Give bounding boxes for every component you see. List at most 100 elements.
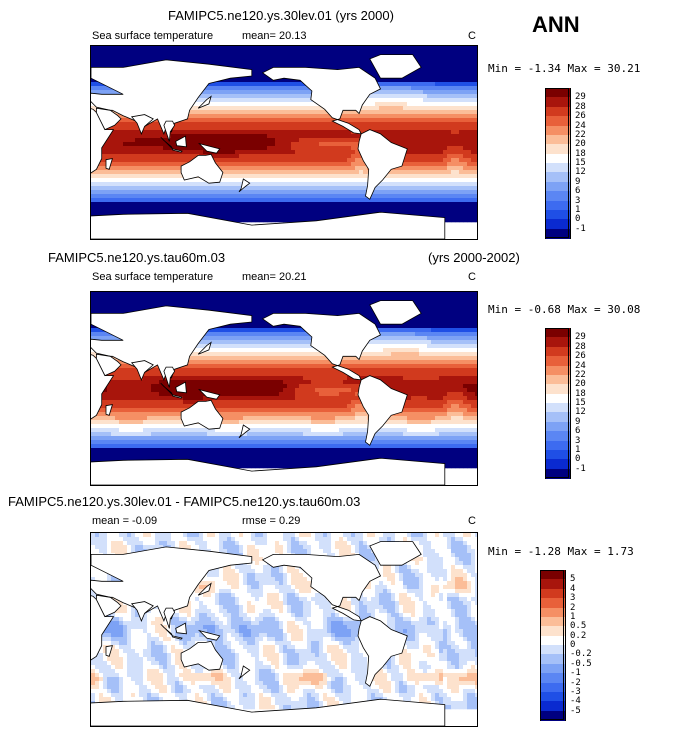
field-cell [199,206,204,211]
field-cell [243,106,248,111]
field-cell [239,214,244,219]
field-cell [459,54,464,59]
field-cell [143,194,148,199]
field-cell [231,58,236,63]
field-cell [239,78,244,83]
field-cell [239,174,244,179]
field-cell [215,130,220,135]
field-cell [283,174,288,179]
field-cell [255,58,260,63]
field-cell [207,186,212,191]
field-cell [279,118,284,123]
field-cell [311,214,316,219]
field-cell [179,162,184,167]
field-cell [279,186,284,191]
field-cell [223,174,228,179]
field-cell [303,146,308,151]
field-cell [159,304,164,309]
field-cell [235,214,240,219]
field-cell [103,90,108,95]
field-cell [123,122,128,127]
field-cell [311,170,316,175]
field-cell [211,154,216,159]
field-cell [239,198,244,203]
field-cell [191,186,196,191]
field-cell [235,292,240,297]
field-cell [295,46,300,51]
field-cell [231,130,236,135]
field-cell [431,66,436,71]
field-cell [219,90,224,95]
field-cell [447,190,452,195]
field-cell [335,66,340,71]
field-cell [203,206,208,211]
field-cell [259,126,264,131]
field-cell [467,304,472,309]
field-cell [407,194,412,199]
field-cell [243,62,248,67]
field-cell [347,194,352,199]
field-cell [439,210,444,215]
field-cell [327,182,332,187]
field-cell [443,98,448,103]
field-cell [443,50,448,55]
field-cell [447,300,452,305]
field-cell [375,296,380,301]
field-cell [351,186,356,191]
field-cell [195,98,200,103]
field-cell [151,186,156,191]
field-cell [215,110,220,115]
field-cell [471,146,476,151]
field-cell [175,54,180,59]
field-cell [163,300,168,305]
field-cell [439,308,444,313]
field-cell [371,70,376,75]
field-cell [163,138,168,143]
field-cell [423,304,428,309]
field-cell [299,154,304,159]
field-cell [127,174,132,179]
field-cell [339,308,344,313]
field-cell [187,146,192,151]
field-cell [123,62,128,67]
field-cell [283,110,288,115]
field-cell [323,134,328,139]
field-cell [171,296,176,301]
field-cell [331,296,336,301]
field-cell [343,194,348,199]
field-cell [243,146,248,151]
field-cell [223,178,228,183]
field-cell [415,114,420,119]
field-cell [411,142,416,147]
field-cell [119,138,124,143]
field-cell [443,86,448,91]
field-cell [291,50,296,55]
field-cell [339,162,344,167]
field-cell [419,50,424,55]
field-cell [147,150,152,155]
field-cell [171,304,176,309]
field-cell [275,300,280,305]
field-cell [443,300,448,305]
field-cell [151,130,156,135]
field-cell [435,300,440,305]
field-cell [323,58,328,63]
field-cell [323,122,328,127]
field-cell [447,174,452,179]
field-cell [275,202,280,207]
field-cell [459,214,464,219]
field-cell [127,62,132,67]
field-cell [191,114,196,119]
field-cell [167,198,172,203]
field-cell [383,86,388,91]
field-cell [171,162,176,167]
field-cell [195,146,200,151]
field-cell [275,146,280,151]
field-cell [139,134,144,139]
field-cell [91,300,96,305]
field-cell [275,94,280,99]
field-cell [283,98,288,103]
field-cell [471,74,476,79]
field-cell [139,206,144,211]
field-cell [227,118,232,123]
